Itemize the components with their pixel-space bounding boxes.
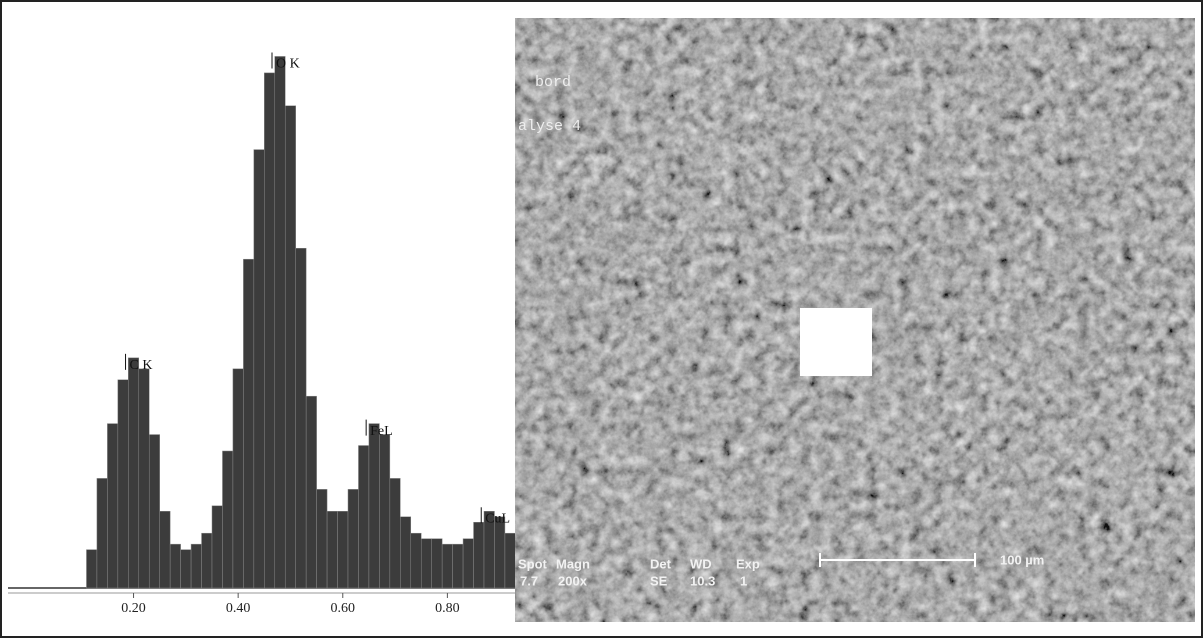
spectrum-bar <box>232 368 244 589</box>
spectrum-bar <box>274 56 286 589</box>
spectrum-bar <box>494 516 506 589</box>
spectrum-bar <box>358 445 370 589</box>
spectrum-bar <box>504 532 516 589</box>
spectrum-bar <box>159 511 171 589</box>
spectrum-bar <box>117 379 129 589</box>
spectrum-bar <box>169 543 181 589</box>
info-value: SE <box>650 573 668 588</box>
spectrum-bar <box>326 511 338 589</box>
spectrum-bar <box>420 538 432 589</box>
spectrum-bar <box>389 478 401 589</box>
info-header: Det <box>650 556 672 571</box>
x-tick-label: 0.40 <box>226 601 251 616</box>
x-tick-label: 0.80 <box>435 601 460 616</box>
info-value: 200x <box>558 573 588 588</box>
spectrum-bar <box>96 478 108 589</box>
info-value: 1 <box>740 573 747 588</box>
spectrum-bar <box>305 395 317 589</box>
info-value: 7.7 <box>520 573 538 588</box>
spectrum-bar <box>201 532 213 589</box>
spectrum-bar <box>337 511 349 589</box>
spectrum-bar <box>284 105 296 589</box>
info-header: Magn <box>556 556 590 571</box>
spectrum-bar <box>128 357 140 589</box>
info-header: Exp <box>736 556 760 571</box>
spectrum-bar <box>347 489 359 589</box>
info-value: 10.3 <box>690 573 715 588</box>
spectrum-bar <box>264 72 276 589</box>
spectrum-bar <box>222 450 234 589</box>
peak-label: CuL <box>485 511 510 526</box>
scale-bar-label: 100 µm <box>1000 552 1044 567</box>
sem-image: bord alyse 4 Spot Magn Det WD Exp 7.7 20… <box>515 18 1195 622</box>
spectrum-bar <box>368 423 380 589</box>
spectrum-bar <box>379 434 391 589</box>
spectrum-bar <box>452 543 464 589</box>
x-tick-label: 0.60 <box>331 601 356 616</box>
spectrum-bar <box>410 532 422 589</box>
spectrum-bar <box>316 489 328 589</box>
spectrum-bar <box>400 516 412 589</box>
info-header: Spot <box>518 556 548 571</box>
spectrum-bar <box>107 423 119 589</box>
spectrum-bar <box>253 149 265 589</box>
spectrum-bar <box>243 258 255 589</box>
spectrum-bar <box>86 549 98 589</box>
peak-label: FeL <box>370 424 393 439</box>
spectrum-bar <box>431 538 443 589</box>
analysis-area <box>800 308 872 376</box>
spectrum-bar <box>462 538 474 589</box>
spectrum-bar <box>295 247 307 589</box>
x-tick-label: 0.20 <box>121 601 146 616</box>
spectrum-bar <box>473 521 485 589</box>
image-label: alyse 4 <box>518 118 581 135</box>
image-label: bord <box>535 74 571 91</box>
spectrum-bar <box>441 543 453 589</box>
spectrum-bar <box>211 505 223 589</box>
peak-label: C K <box>130 358 153 373</box>
spectrum-bar <box>180 549 192 589</box>
spectrum-bar <box>148 434 160 589</box>
info-header: WD <box>690 556 712 571</box>
peak-label: O K <box>276 57 300 72</box>
spectrum-bar <box>138 368 150 589</box>
spectrum-bar <box>190 543 202 589</box>
